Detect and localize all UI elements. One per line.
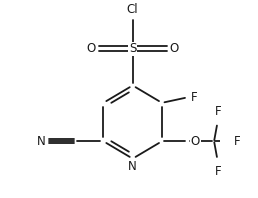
Text: N: N [37,135,46,148]
Text: F: F [234,135,240,148]
Text: O: O [191,135,200,148]
Text: N: N [128,160,137,172]
Text: F: F [191,91,197,104]
Text: O: O [170,42,179,55]
Text: F: F [214,105,221,118]
Text: O: O [86,42,95,55]
Text: S: S [129,42,136,55]
Text: F: F [214,165,221,178]
Text: Cl: Cl [127,4,139,16]
